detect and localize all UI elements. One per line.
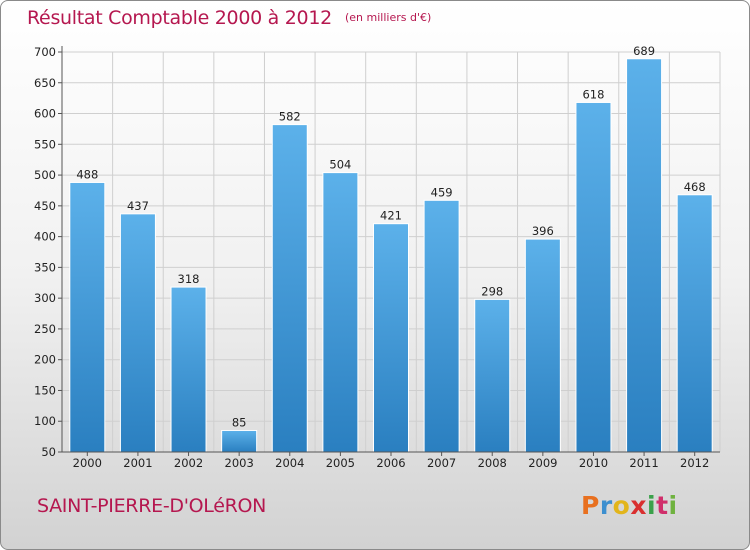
axes: 50 100 150 200 250 300 350 400 450 500 550 600 650 70…	[34, 45, 720, 470]
y-tick-label: 50	[41, 445, 56, 459]
logo-letter: o	[612, 491, 631, 520]
data-label: 437	[127, 199, 149, 213]
title-row: Résultat Comptable 2000 à 2012 (en milli…	[27, 7, 431, 29]
y-tick-label: 600	[34, 107, 56, 121]
logo-letter: i	[647, 491, 657, 520]
chart-unit-label: (en milliers d'€)	[344, 11, 432, 24]
x-tick-label: 2010	[579, 456, 608, 470]
y-tick-label: 500	[34, 168, 56, 182]
bar	[170, 286, 207, 453]
data-label: 298	[481, 284, 503, 298]
y-tick-label: 550	[34, 137, 56, 151]
y-tick-label: 450	[34, 199, 56, 213]
x-tick-label: 2012	[680, 456, 709, 470]
logo-letter: t	[656, 491, 669, 520]
x-tick-label: 2008	[478, 456, 507, 470]
x-tick-label: 2011	[629, 456, 658, 470]
data-label: 318	[178, 272, 200, 286]
bar	[524, 238, 561, 453]
proxiti-logo: Proxiti	[581, 491, 678, 520]
bars	[69, 58, 713, 453]
x-tick-label: 2001	[123, 456, 152, 470]
x-tick-label: 2002	[174, 456, 203, 470]
bar	[676, 194, 713, 453]
data-label: 504	[329, 158, 351, 172]
y-tick-label: 350	[34, 260, 56, 274]
logo-letter: r	[599, 491, 613, 520]
bar	[119, 213, 156, 453]
data-label: 459	[431, 185, 453, 199]
data-label: 396	[532, 224, 554, 238]
bar	[575, 101, 612, 453]
x-tick-label: 2006	[376, 456, 405, 470]
y-tick-label: 650	[34, 76, 56, 90]
bar	[69, 181, 106, 453]
x-tick-label: 2007	[427, 456, 456, 470]
logo-letter: x	[630, 491, 647, 520]
data-labels: 488 437 318 85 582 504 421 459 298 396 618 689 468	[76, 44, 705, 430]
y-tick-label: 200	[34, 353, 56, 367]
y-tick-label: 400	[34, 230, 56, 244]
data-label: 421	[380, 209, 402, 223]
data-label: 618	[582, 87, 604, 101]
data-label: 488	[76, 167, 98, 181]
bar	[626, 58, 663, 453]
y-tick-label: 300	[34, 291, 56, 305]
logo-letter: P	[581, 491, 600, 520]
x-tick-label: 2009	[528, 456, 557, 470]
bar	[221, 429, 258, 453]
x-tick-label: 2004	[275, 456, 304, 470]
commune-name: SAINT-PIERRE-D'OLéRON	[37, 495, 267, 517]
data-label: 85	[232, 415, 247, 429]
chart-title: Résultat Comptable 2000 à 2012	[27, 7, 332, 29]
y-tick-label: 150	[34, 383, 56, 397]
bar	[474, 298, 511, 453]
y-tick-label: 250	[34, 322, 56, 336]
bar	[423, 199, 460, 453]
data-label: 468	[684, 180, 706, 194]
x-tick-label: 2003	[225, 456, 254, 470]
x-tick-label: 2000	[73, 456, 102, 470]
x-tick-label: 2005	[326, 456, 355, 470]
bar	[373, 223, 409, 453]
data-label: 582	[279, 110, 301, 124]
logo-letter: i	[668, 491, 678, 520]
y-tick-label: 100	[34, 414, 56, 428]
y-tick-label: 700	[34, 45, 56, 59]
bar	[271, 124, 308, 453]
bar	[322, 172, 359, 453]
data-label: 689	[633, 44, 655, 58]
